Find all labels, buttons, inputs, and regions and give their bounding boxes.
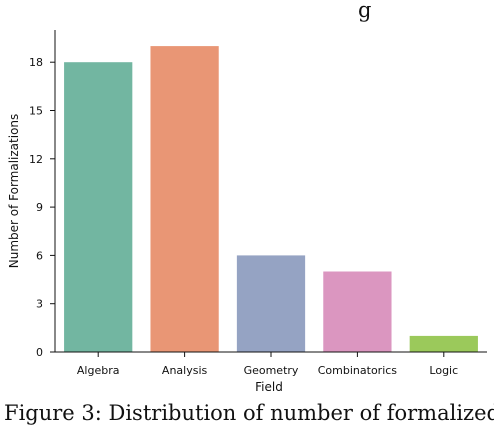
- y-tick-label: 0: [36, 346, 43, 359]
- x-axis-title: Field: [255, 380, 283, 394]
- bars-group: [64, 46, 478, 352]
- x-tick-label: Combinatorics: [318, 364, 398, 377]
- x-ticks-group: Algebra Analysis Geometry Combinatorics Logi…: [77, 352, 458, 377]
- x-tick-label: Analysis: [162, 364, 208, 377]
- x-tick-label: Algebra: [77, 364, 120, 377]
- figure-caption: Figure 3: Distribution of number of form…: [4, 401, 494, 425]
- x-tick-label: Geometry: [244, 364, 299, 377]
- x-tick-label: Logic: [429, 364, 458, 377]
- y-tick-label: 18: [29, 56, 43, 69]
- y-tick-label: 12: [29, 153, 43, 166]
- y-tick-label: 9: [36, 201, 43, 214]
- bar-logic: [409, 335, 478, 352]
- y-ticks-group: 0 3 6 9 12 15 18: [29, 56, 55, 359]
- bar-combinatorics: [323, 271, 392, 352]
- chart-title-fragment: g: [358, 0, 371, 22]
- bar-algebra: [64, 62, 133, 352]
- bar-analysis: [150, 46, 219, 352]
- bar-geometry: [236, 255, 306, 352]
- y-tick-label: 15: [29, 105, 43, 118]
- y-tick-label: 3: [36, 298, 43, 311]
- y-axis-title: Number of Formalizations: [7, 114, 21, 269]
- y-tick-label: 6: [36, 249, 43, 262]
